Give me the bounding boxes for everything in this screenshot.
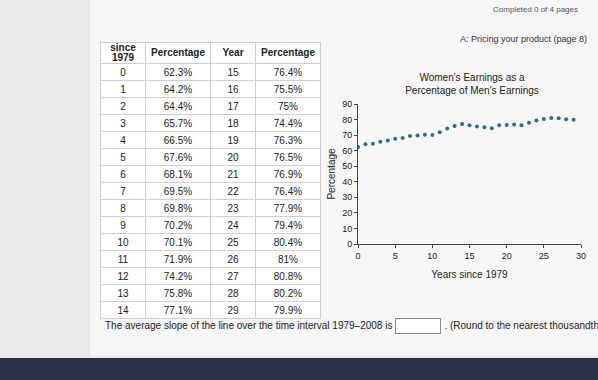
html-text:74.4%: 74.4% (273, 117, 303, 129)
html-text:25: 25 (227, 236, 239, 248)
html-text:7: 7 (120, 185, 126, 197)
html-text:66.5%: 66.5% (163, 134, 193, 146)
html-text:80.2%: 80.2% (273, 287, 303, 299)
html-text:since 1979: since 1979 (110, 42, 136, 63)
html-text:76.5%: 76.5% (273, 151, 303, 163)
html-text:14: 14 (117, 304, 129, 316)
html-text:77.1%: 77.1% (163, 304, 193, 316)
html-text:8: 8 (120, 202, 126, 214)
svg-text:0: 0 (347, 239, 352, 249)
html-text:20: 20 (227, 151, 239, 163)
html-text:27: 27 (227, 270, 239, 282)
html-text:29: 29 (227, 304, 239, 316)
svg-text:30: 30 (576, 251, 586, 261)
html-text:75.5%: 75.5% (273, 83, 303, 95)
html-text:Year: Year (222, 47, 244, 58)
html-text:80.4%: 80.4% (273, 236, 303, 248)
html-text:21: 21 (227, 168, 239, 180)
html-text:67.6%: 67.6% (163, 151, 193, 163)
html-text:18: 18 (227, 117, 239, 129)
html-text:70.2%: 70.2% (163, 219, 193, 231)
html-text:24: 24 (227, 219, 239, 231)
html-text:13: 13 (117, 287, 129, 299)
html-text:81%: 81% (278, 253, 298, 265)
html-text:19: 19 (227, 134, 239, 146)
html-text:11: 11 (117, 253, 129, 265)
html-text:68.1%: 68.1% (163, 168, 193, 180)
html-text:23: 23 (227, 202, 239, 214)
html-text:Percentage: Percentage (151, 47, 205, 58)
html-text:64.2%: 64.2% (163, 83, 193, 95)
svg-text:5: 5 (393, 251, 398, 261)
html-text:75%: 75% (278, 100, 298, 112)
svg-text:10: 10 (342, 224, 352, 234)
html-text:Completed 0 of 4 pages: Completed 0 of 4 pages (493, 5, 578, 14)
html-text:2: 2 (120, 100, 126, 112)
svg-text:Percentage: Percentage (326, 148, 337, 200)
html-text:76.3%: 76.3% (273, 134, 303, 146)
html-text:74.2%: 74.2% (163, 270, 193, 282)
html-text:79.9%: 79.9% (273, 304, 303, 316)
svg-text:70: 70 (342, 130, 352, 140)
svg-text:Years since 1979: Years since 1979 (431, 269, 508, 280)
svg-text:60: 60 (342, 146, 352, 156)
html-text:6: 6 (120, 168, 126, 180)
html-text:10: 10 (117, 236, 129, 248)
html-text:79.4%: 79.4% (273, 219, 303, 231)
html-text:16: 16 (227, 83, 239, 95)
html-text:A: Pricing your product (page: A: Pricing your product (page 8) (460, 34, 588, 44)
html-text:75.8%: 75.8% (163, 287, 193, 299)
html-text:26: 26 (227, 253, 239, 265)
svg-text:20: 20 (502, 251, 512, 261)
html-text:62.3%: 62.3% (163, 66, 193, 78)
svg-text:40: 40 (342, 177, 352, 187)
html-text:76.4%: 76.4% (273, 185, 303, 197)
svg-text:90: 90 (342, 99, 352, 109)
html-text:9: 9 (120, 219, 126, 231)
svg-text:25: 25 (539, 251, 549, 261)
svg-text:Women's Earnings as aPercentag: Women's Earnings as aPercentage of Men's… (405, 72, 539, 96)
html-text:65.7%: 65.7% (163, 117, 193, 129)
html-text:69.5%: 69.5% (163, 185, 193, 197)
html-text:71.9%: 71.9% (163, 253, 193, 265)
html-text:70.1%: 70.1% (163, 236, 193, 248)
html-text:15: 15 (227, 66, 239, 78)
html-text:4: 4 (120, 134, 126, 146)
html-text:64.4%: 64.4% (163, 100, 193, 112)
svg-text:10: 10 (427, 251, 437, 261)
html-text:80.8%: 80.8% (273, 270, 303, 282)
svg-text:80: 80 (342, 115, 352, 125)
svg-text:20: 20 (342, 208, 352, 218)
html-text:69.8%: 69.8% (163, 202, 193, 214)
html-text:76.9%: 76.9% (273, 168, 303, 180)
html-text:5: 5 (120, 151, 126, 163)
svg-text:0: 0 (355, 251, 360, 261)
html-text:12: 12 (117, 270, 129, 282)
html-text:17: 17 (227, 100, 239, 112)
html-text:28: 28 (227, 287, 239, 299)
html-text:22: 22 (227, 185, 239, 197)
svg-text:50: 50 (342, 161, 352, 171)
html-text:1: 1 (120, 83, 126, 95)
html-text:The average slope of the line: The average slope of the line over the t… (105, 319, 393, 331)
html-text:3: 3 (120, 117, 126, 129)
svg-text:30: 30 (342, 192, 352, 202)
svg-text:15: 15 (464, 251, 474, 261)
html-text:77.9%: 77.9% (273, 202, 303, 214)
html-text:Percentage: Percentage (261, 47, 315, 58)
html-text:0: 0 (120, 66, 126, 78)
html-text:76.4%: 76.4% (273, 66, 303, 78)
